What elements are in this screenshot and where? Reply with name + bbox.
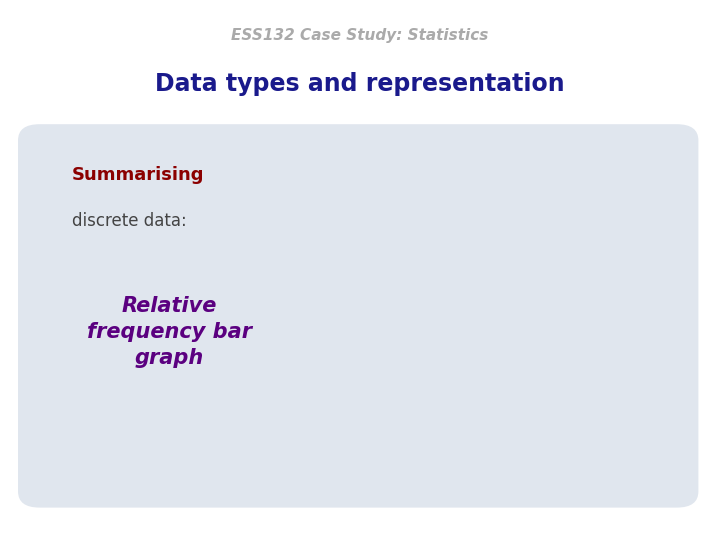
Bar	[575, 446, 637, 467]
Bar	[349, 262, 411, 467]
Text: discrete data:: discrete data:	[72, 212, 186, 231]
Text: Summarising: Summarising	[72, 166, 204, 185]
X-axis label: Eye colour: Eye colour	[456, 492, 530, 505]
Bar	[462, 379, 524, 467]
Text: ESS132 Case Study: Statistics: ESS132 Case Study: Statistics	[231, 28, 489, 43]
Text: Data types and representation: Data types and representation	[156, 72, 564, 96]
Text: Relative
frequency bar
graph: Relative frequency bar graph	[86, 296, 252, 368]
Y-axis label: Frequency (%): Frequency (%)	[294, 274, 305, 355]
